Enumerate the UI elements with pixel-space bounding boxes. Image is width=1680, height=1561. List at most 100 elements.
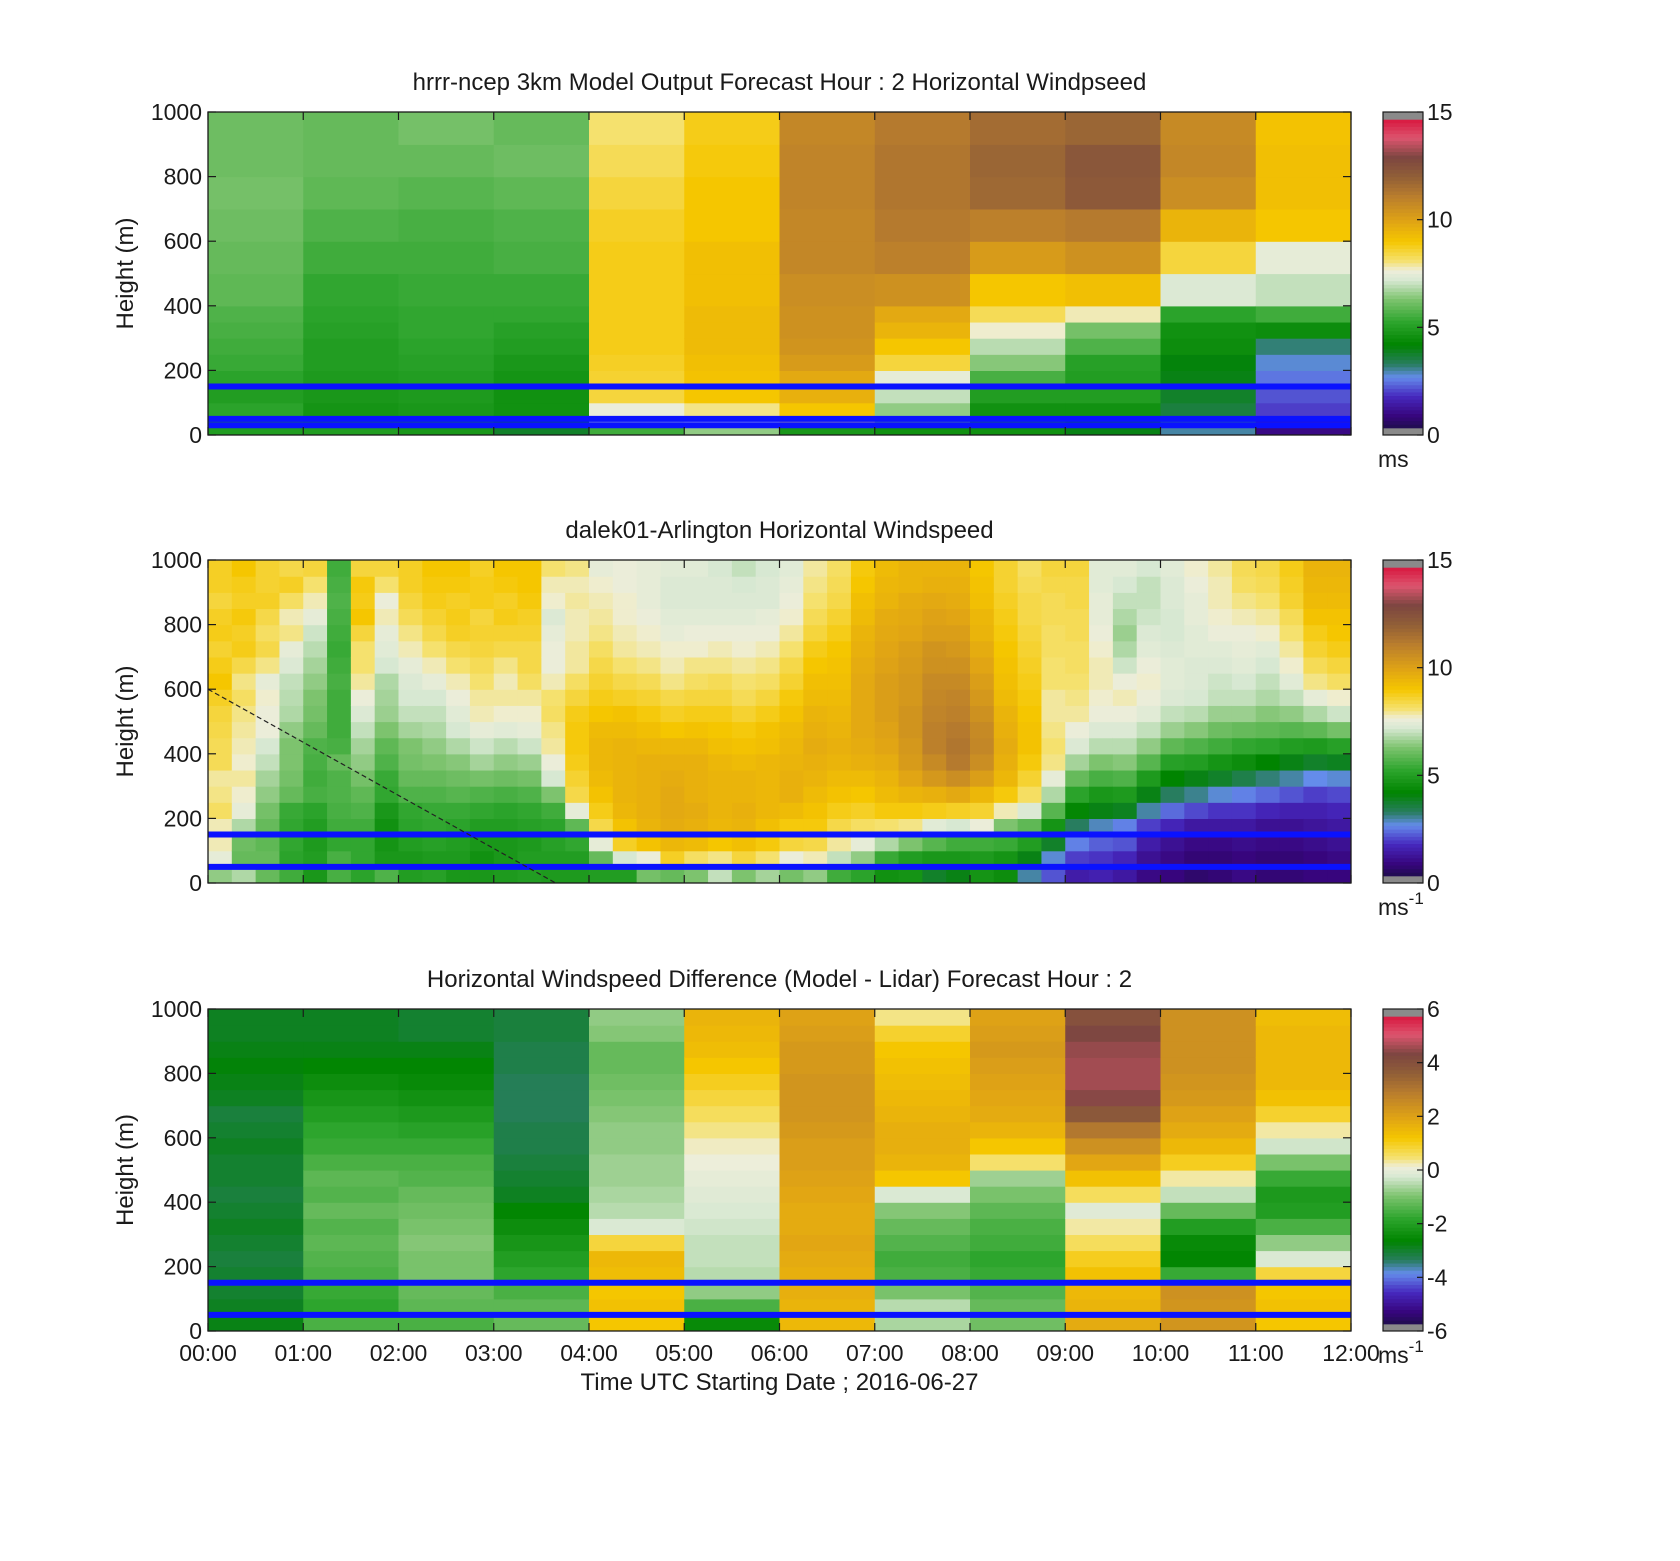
heatmap-cell <box>1279 576 1304 593</box>
heatmap-cell <box>636 560 662 577</box>
heatmap-cell <box>1255 241 1351 275</box>
colorbar-segment <box>1383 1284 1423 1289</box>
heatmap-cell <box>708 689 733 706</box>
heatmap-cell <box>1160 338 1257 355</box>
heatmap-cell <box>1065 402 1162 417</box>
heatmap-cell <box>1160 1266 1257 1284</box>
heatmap-cell <box>1255 1186 1351 1203</box>
heatmap-cell <box>755 834 781 852</box>
heatmap-cell <box>684 321 781 339</box>
colorbar-segment <box>1383 631 1423 636</box>
heatmap-cell <box>493 850 519 868</box>
heatmap-cell <box>1208 689 1233 706</box>
heatmap-cell <box>1160 354 1257 371</box>
dashed-annotation-line <box>207 688 556 884</box>
heatmap-cell <box>303 753 328 771</box>
heatmap-cell <box>1065 1041 1162 1058</box>
heatmap-cell <box>1065 112 1162 145</box>
y-tick-label: 0 <box>189 1318 202 1344</box>
x-tick-label: 00:00 <box>179 1340 237 1366</box>
colorbar-segment <box>1383 667 1423 672</box>
heatmap-cell <box>636 640 662 658</box>
colorbar-tick-label: 5 <box>1427 314 1440 340</box>
heatmap-cell <box>517 866 542 883</box>
heatmap-cell <box>1160 769 1185 787</box>
colorbar-segment <box>1383 1230 1423 1235</box>
heatmap-cell <box>446 769 471 787</box>
heatmap-cell <box>874 721 900 739</box>
heatmap-cell <box>1255 370 1351 388</box>
heatmap-cell <box>1303 640 1328 658</box>
colorbar-segment <box>1383 707 1423 712</box>
heatmap-cell <box>398 1057 495 1074</box>
colorbar-segment <box>1383 1320 1423 1325</box>
heatmap-cell <box>208 241 304 275</box>
colorbar-segment <box>1383 133 1423 138</box>
heatmap-cell <box>303 866 328 883</box>
heatmap-cell <box>398 305 495 323</box>
heatmap-cell <box>1303 673 1328 690</box>
heatmap-cell <box>1160 592 1185 610</box>
heatmap-cell <box>1160 1234 1257 1252</box>
heatmap-cell <box>1017 673 1043 690</box>
heatmap-cell <box>374 656 400 674</box>
heatmap-cell <box>970 1282 1066 1300</box>
colorbar-segment <box>1383 793 1423 798</box>
heatmap-cell <box>970 1186 1066 1203</box>
heatmap-cell <box>874 866 900 883</box>
heatmap-cell <box>493 425 590 435</box>
heatmap-cell <box>350 705 376 723</box>
heatmap-cell <box>636 753 662 771</box>
heatmap-cell <box>208 370 304 388</box>
heatmap-cell <box>589 721 614 739</box>
colorbar-segment <box>1383 291 1423 296</box>
heatmap-cell <box>779 241 876 275</box>
heatmap-cell <box>1160 1025 1257 1042</box>
heatmap-cell <box>589 608 614 626</box>
heatmap-cell <box>589 866 614 883</box>
heatmap-cell <box>898 705 923 723</box>
heatmap-cell <box>255 576 281 593</box>
heatmap-cell <box>398 112 495 145</box>
colorbar-segment <box>1383 165 1423 170</box>
heatmap-cell <box>874 737 900 755</box>
heatmap-cell <box>970 241 1066 275</box>
heatmap-cell <box>208 721 233 739</box>
colorbar-segment <box>1383 190 1423 196</box>
heatmap-cell <box>970 1041 1066 1058</box>
heatmap-cell <box>422 850 447 868</box>
heatmap-cell <box>874 576 900 593</box>
heatmap-cell <box>398 1153 495 1171</box>
colorbar-segment <box>1383 424 1423 429</box>
heatmap-cell <box>350 721 376 739</box>
heatmap-cell <box>1065 370 1162 388</box>
heatmap-cell <box>684 673 709 690</box>
heatmap-cell <box>922 721 947 739</box>
heatmap-cell <box>636 866 662 883</box>
heatmap-cell <box>208 144 304 178</box>
heatmap-cell <box>970 208 1066 242</box>
heatmap-cell <box>1160 370 1257 388</box>
heatmap-cell <box>422 786 447 803</box>
heatmap-cell <box>970 721 995 739</box>
heatmap-cell <box>1160 1057 1257 1074</box>
heatmap-cell <box>541 592 566 610</box>
heatmap-cell <box>303 737 328 755</box>
heatmap-cell <box>779 737 804 755</box>
heatmap-cell <box>303 608 328 626</box>
heatmap-cell <box>1255 425 1351 435</box>
heatmap-cell <box>993 850 1019 868</box>
heatmap-cell <box>446 608 471 626</box>
colorbar-segment <box>1383 140 1423 145</box>
colorbar-segment <box>1383 284 1423 289</box>
heatmap-cell <box>970 560 995 577</box>
heatmap-cell <box>589 850 614 868</box>
colorbar-segment <box>1383 750 1423 755</box>
heatmap-cell <box>993 737 1019 755</box>
heatmap-cell <box>208 1314 304 1331</box>
heatmap-cell <box>684 176 781 210</box>
heatmap-cell <box>1255 802 1281 819</box>
heatmap-cell <box>874 753 900 771</box>
colorbar-segment <box>1383 126 1423 131</box>
